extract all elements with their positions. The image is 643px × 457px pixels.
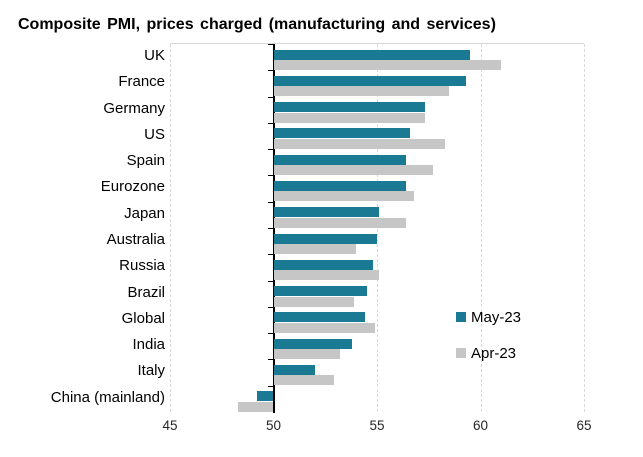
axis-tick-mark: [267, 44, 273, 45]
category-label-japan: Japan: [124, 204, 165, 222]
category-label-uk: UK: [144, 47, 165, 64]
bar-apr-23-italy: [273, 375, 334, 386]
legend-swatch-may-23: [456, 312, 466, 322]
gridline-60: [480, 44, 482, 412]
legend-item-may-23: May-23: [456, 306, 521, 328]
axis-tick-mark: [267, 307, 273, 308]
bar-may-23-us: [273, 128, 411, 139]
bar-apr-23-brazil: [273, 296, 355, 307]
legend: May-23 Apr-23: [456, 306, 521, 378]
legend-label-apr-23: Apr-23: [471, 344, 517, 362]
legend-swatch-apr-23: [456, 348, 466, 358]
x-tick-label-55: 55: [369, 418, 385, 433]
category-label-spain: Spain: [126, 152, 165, 170]
bar-may-23-australia: [273, 233, 377, 244]
axis-tick-mark: [267, 202, 273, 203]
axis-tick-mark: [267, 97, 273, 98]
category-label-australia: Australia: [106, 231, 165, 248]
category-label-russia: Russia: [119, 257, 165, 275]
bar-may-23-uk: [273, 49, 471, 60]
bar-may-23-eurozone: [273, 180, 406, 191]
bar-apr-23-global: [273, 322, 375, 333]
x-tick-label-60: 60: [472, 418, 489, 433]
category-label-us: US: [144, 125, 165, 143]
legend-item-apr-23: Apr-23: [456, 342, 521, 364]
bar-may-23-japan: [273, 207, 380, 218]
category-label-germany: Germany: [103, 99, 165, 117]
category-label-italy: Italy: [137, 362, 165, 380]
category-label-france: France: [118, 73, 165, 91]
category-label-brazil: Brazil: [127, 283, 165, 301]
gridline-65: [584, 44, 585, 412]
axis-tick-mark: [267, 281, 273, 282]
category-axis-labels: UK France Germany US Spain Eurozone Japan Austr…: [0, 43, 165, 411]
chart-title: Composite PMI, prices charged (manufactu…: [18, 16, 496, 33]
bar-apr-23-spain: [273, 165, 433, 176]
axis-tick-mark: [267, 175, 273, 176]
bar-apr-23-us: [273, 138, 446, 149]
category-label-india: India: [132, 336, 165, 354]
bar-may-23-global: [273, 312, 365, 323]
bar-may-23-brazil: [273, 286, 367, 297]
category-label-china-mainland: China (mainland): [50, 388, 165, 406]
axis-tick-mark: [267, 228, 273, 229]
axis-tick-mark: [267, 123, 273, 124]
bar-apr-23-eurozone: [273, 191, 415, 202]
axis-tick-mark: [267, 149, 273, 150]
gridline-55: [377, 44, 378, 412]
axis-tick-mark: [267, 386, 273, 387]
bar-apr-23-russia: [273, 270, 380, 281]
bar-apr-23-uk: [273, 60, 502, 70]
axis-tick-mark: [267, 359, 273, 360]
x-tick-label-45: 45: [162, 418, 178, 433]
bar-apr-23-japan: [273, 217, 406, 228]
bar-apr-23-germany: [273, 112, 425, 123]
axis-tick-mark: [267, 70, 273, 71]
x-tick-label-65: 65: [576, 418, 592, 433]
bar-may-23-india: [273, 338, 353, 349]
bar-may-23-france: [273, 75, 466, 86]
axis-tick-mark: [267, 254, 273, 255]
category-axis-line: [272, 44, 275, 413]
legend-label-may-23: May-23: [471, 308, 522, 326]
bar-may-23-italy: [273, 364, 315, 375]
bar-apr-23-australia: [273, 244, 357, 254]
category-label-eurozone: Eurozone: [100, 178, 165, 196]
value-axis-tick-labels: 45 50 55 60 65: [0, 418, 643, 436]
gridline-45: [170, 44, 171, 412]
axis-tick-mark: [267, 333, 273, 334]
bar-apr-23-china-mainland: [238, 401, 274, 412]
bar-may-23-germany: [273, 102, 425, 113]
bar-may-23-spain: [273, 154, 406, 165]
bar-may-23-russia: [273, 259, 373, 270]
plot-area: [170, 43, 585, 413]
bar-apr-23-france: [273, 86, 450, 97]
category-label-global: Global: [121, 309, 165, 327]
bar-may-23-china-mainland: [256, 391, 274, 402]
x-tick-label-50: 50: [265, 418, 282, 433]
bar-apr-23-india: [273, 349, 340, 360]
